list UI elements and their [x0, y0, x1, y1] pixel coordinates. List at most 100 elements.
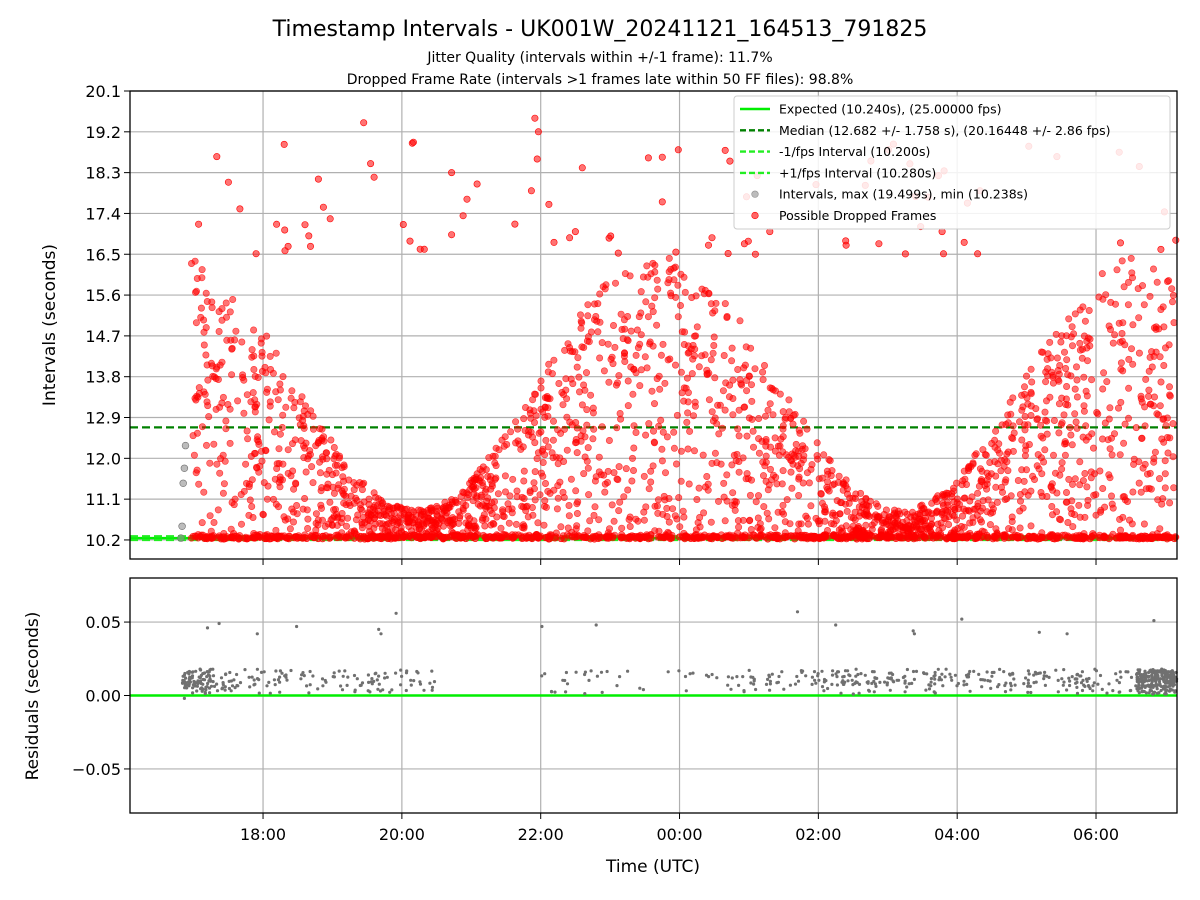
- residual-point: [863, 673, 867, 677]
- dropped-frame-point: [198, 519, 206, 527]
- dropped-frame-point: [501, 433, 509, 441]
- dropped-frame-point: [792, 440, 800, 448]
- residual-point: [430, 685, 435, 690]
- dropped-frame-point: [658, 198, 666, 206]
- dropped-frame-point: [729, 411, 737, 419]
- dropped-frame-point: [642, 503, 650, 511]
- dropped-frame-point: [921, 534, 929, 542]
- dropped-frame-point: [636, 382, 644, 390]
- dropped-frame-point: [274, 503, 282, 511]
- residual-point: [1157, 680, 1162, 684]
- dropped-frame-point: [1099, 385, 1107, 393]
- dropped-frame-point: [527, 414, 535, 422]
- dropped-frame-point: [541, 451, 549, 459]
- dropped-frame-point: [1107, 325, 1115, 333]
- dropped-frame-point: [953, 516, 961, 524]
- residual-point: [182, 696, 186, 701]
- dropped-frame-point: [346, 501, 354, 509]
- dropped-frame-point: [671, 361, 679, 369]
- dropped-frame-point: [544, 533, 552, 541]
- dropped-frame-point: [852, 526, 860, 534]
- dropped-frame-point: [208, 304, 216, 312]
- dropped-frame-point: [560, 425, 568, 433]
- dropped-frame-point: [618, 524, 626, 532]
- dropped-frame-point: [779, 408, 787, 416]
- residual-point: [589, 669, 593, 673]
- dropped-frame-point: [754, 492, 762, 500]
- dropped-frame-point: [1027, 487, 1035, 495]
- dropped-frame-point: [1081, 469, 1089, 477]
- dropped-frame-point: [600, 471, 608, 479]
- residual-point: [331, 675, 335, 679]
- dropped-frame-point: [969, 518, 977, 526]
- dropped-frame-point: [976, 516, 984, 524]
- dropped-frame-point: [226, 308, 234, 316]
- dropped-frame-point: [258, 352, 266, 360]
- dropped-frame-point: [1162, 422, 1170, 430]
- residual-point: [933, 677, 937, 681]
- dropped-frame-point: [764, 486, 772, 494]
- dropped-frame-point: [960, 494, 968, 502]
- residual-point: [232, 678, 236, 682]
- residual-point: [540, 624, 544, 629]
- dropped-frame-point: [535, 429, 543, 437]
- dropped-frame-point: [761, 412, 769, 420]
- residual-point: [1100, 687, 1104, 692]
- dropped-frame-point: [219, 393, 227, 401]
- residual-point: [1060, 677, 1064, 681]
- dropped-frame-point: [817, 490, 825, 498]
- dropped-frame-point: [205, 413, 213, 421]
- residual-point: [943, 675, 947, 679]
- residual-point: [1079, 674, 1083, 678]
- dropped-frame-point: [318, 484, 326, 492]
- residual-point: [1142, 675, 1146, 679]
- dropped-frame-point: [1090, 491, 1098, 499]
- dropped-frame-point: [640, 516, 648, 524]
- dropped-frame-point: [1137, 395, 1145, 403]
- dropped-frame-point: [830, 480, 838, 488]
- residual-point: [1083, 684, 1087, 689]
- dropped-frame-point: [768, 384, 776, 392]
- dropped-frame-point: [1165, 341, 1173, 349]
- dropped-frame-point: [501, 488, 509, 496]
- dropped-frame-point: [1003, 458, 1011, 466]
- x-tick-label: 06:00: [1073, 825, 1119, 844]
- dropped-frame-point: [795, 491, 803, 499]
- dropped-frame-point: [550, 238, 558, 246]
- dropped-frame-point: [545, 360, 553, 368]
- residual-point: [267, 680, 271, 685]
- dropped-frame-point: [615, 507, 623, 515]
- dropped-frame-point: [1071, 310, 1079, 318]
- dropped-frame-point: [779, 433, 787, 441]
- dropped-frame-point: [723, 497, 731, 505]
- dropped-frame-point: [1125, 384, 1133, 392]
- dropped-frame-point: [528, 433, 536, 441]
- dropped-frame-point: [615, 463, 623, 471]
- residual-point: [1080, 688, 1085, 693]
- dropped-frame-point: [190, 451, 198, 459]
- dropped-frame-point: [481, 522, 489, 530]
- dropped-frame-point: [338, 464, 346, 472]
- dropped-frame-point: [1058, 459, 1066, 467]
- residual-point: [1061, 683, 1065, 687]
- dropped-frame-point: [728, 344, 736, 352]
- top-y-axis-ticks: 10.211.112.012.913.814.715.616.517.418.3…: [85, 82, 130, 550]
- dropped-frame-point: [815, 520, 823, 528]
- dropped-frame-point: [730, 451, 738, 459]
- dropped-frame-point: [537, 405, 545, 413]
- dropped-frame-point: [377, 511, 385, 519]
- residual-point: [1158, 677, 1162, 681]
- residual-point: [841, 675, 845, 679]
- residual-point: [182, 679, 186, 684]
- residual-point: [754, 687, 758, 692]
- dropped-frame-point: [195, 384, 203, 392]
- dropped-frame-point: [549, 436, 557, 444]
- dropped-frame-point: [1145, 392, 1153, 400]
- x-tick-label: 02:00: [795, 825, 841, 844]
- residual-point: [901, 675, 906, 680]
- residual-point: [1163, 671, 1167, 675]
- dropped-frame-point: [203, 535, 211, 543]
- dropped-frame-point: [1085, 306, 1093, 314]
- residual-point: [715, 676, 719, 680]
- dropped-frame-point: [265, 535, 273, 543]
